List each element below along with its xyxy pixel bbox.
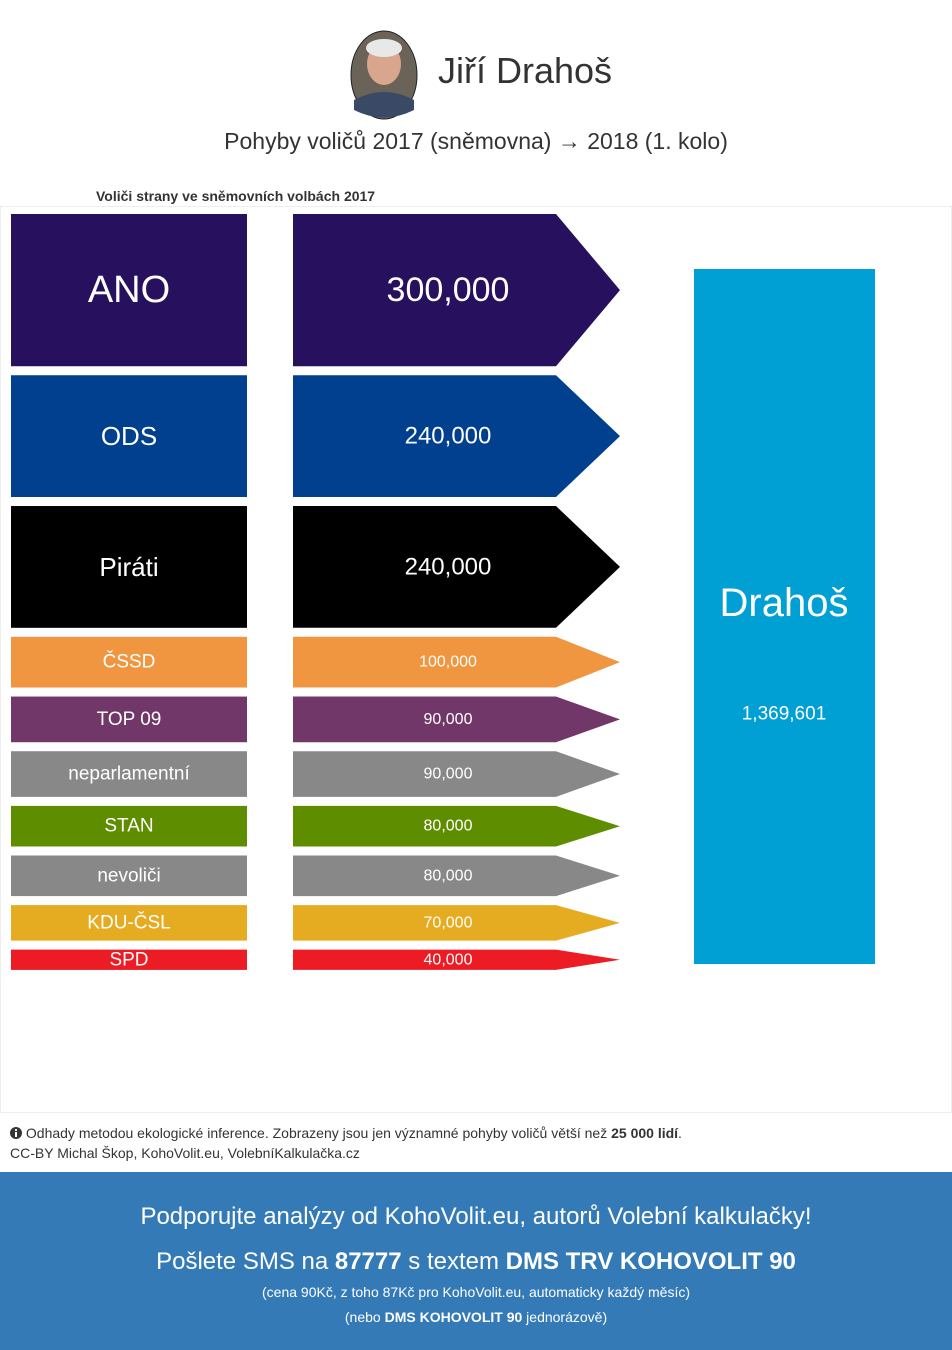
banner-bold: DMS KOHOVOLIT 90 — [384, 1309, 523, 1325]
source-label: nevoliči — [97, 865, 160, 886]
credit: CC-BY Michal Škop, KohoVolit.eu, Volební… — [10, 1145, 360, 1161]
flow-arrow — [293, 506, 620, 628]
source-block — [11, 855, 247, 897]
chart: ANO 300,000 ODS 240,000 Piráti 240,000 ČSSD 100… — [11, 214, 875, 970]
banner-line: (cena 90Kč, z toho 87Kč pro KohoVolit.eu… — [262, 1284, 690, 1300]
flow-value: 300,000 — [387, 271, 510, 309]
portrait — [350, 30, 418, 120]
flow-value: 90,000 — [424, 711, 473, 728]
banner-text: jednorázově) — [522, 1309, 608, 1325]
flow-value: 70,000 — [424, 914, 473, 931]
source-label: SPD — [109, 949, 148, 970]
source-block — [11, 375, 247, 498]
banner-text: s textem — [401, 1248, 506, 1275]
source-label: ODS — [101, 421, 157, 451]
target-value: 1,369,601 — [742, 704, 827, 725]
source-block — [11, 696, 247, 743]
source-label: ČSSD — [103, 651, 156, 673]
source-label: ANO — [88, 269, 170, 311]
source-label: STAN — [104, 816, 153, 837]
info-icon — [10, 1127, 22, 1139]
source-label: KDU-ČSL — [87, 911, 170, 933]
flow-arrow — [293, 949, 620, 970]
flow-value: 240,000 — [405, 553, 492, 580]
banner-bold: DMS TRV KOHOVOLIT 90 — [505, 1248, 796, 1275]
flow-arrow — [293, 375, 620, 498]
source-block — [11, 949, 247, 970]
subtitle: Pohyby voličů 2017 (sněmovna) → 2018 (1.… — [224, 128, 728, 154]
target-block — [694, 269, 875, 964]
banner-text: (nebo — [344, 1309, 385, 1325]
note-text: . — [678, 1125, 682, 1141]
flow-arrow — [293, 636, 620, 688]
flow-value: 100,000 — [419, 654, 477, 671]
flow-value: 90,000 — [424, 766, 473, 783]
note: Odhady metodou ekologické inference. Zob… — [10, 1125, 682, 1141]
banner-line: (nebo DMS KOHOVOLIT 90 jednorázově) — [0, 1309, 952, 1325]
banner-bold: 87777 — [334, 1248, 402, 1275]
source-label: neparlamentní — [68, 764, 190, 785]
flow-value: 40,000 — [424, 951, 473, 968]
source-block — [11, 751, 247, 797]
flow-arrow — [293, 214, 620, 367]
source-block — [11, 805, 247, 847]
flow-arrow — [293, 805, 620, 847]
flow-value: 80,000 — [424, 867, 473, 884]
source-block — [11, 636, 247, 688]
flow-value: 80,000 — [424, 818, 473, 835]
flow-arrow — [293, 855, 620, 897]
source-label: Voliči strany ve sněmovních volbách 2017 — [96, 188, 376, 204]
note-bold: 25 000 lidí — [611, 1125, 679, 1141]
source-block — [11, 506, 247, 628]
flow-arrow — [293, 905, 620, 941]
flow-arrow — [293, 696, 620, 743]
source-block — [11, 214, 247, 367]
flow-arrow — [293, 751, 620, 797]
flow-value: 240,000 — [405, 423, 492, 450]
source-label: TOP 09 — [97, 709, 162, 730]
target-name: Drahoš — [720, 581, 849, 625]
banner-text: Pošlete SMS na — [156, 1248, 335, 1275]
note-text: Odhady metodou ekologické inference. Zob… — [25, 1125, 612, 1141]
source-label: Piráti — [99, 552, 158, 582]
banner-line: Podporujte analýzy od KohoVolit.eu, auto… — [140, 1203, 812, 1230]
banner: Podporujte analýzy od KohoVolit.eu, auto… — [0, 1172, 952, 1350]
title: Jiří Drahoš — [438, 50, 613, 91]
banner-line: Pošlete SMS na 87777 s textem DMS TRV KO… — [0, 1248, 952, 1276]
source-block — [11, 905, 247, 941]
